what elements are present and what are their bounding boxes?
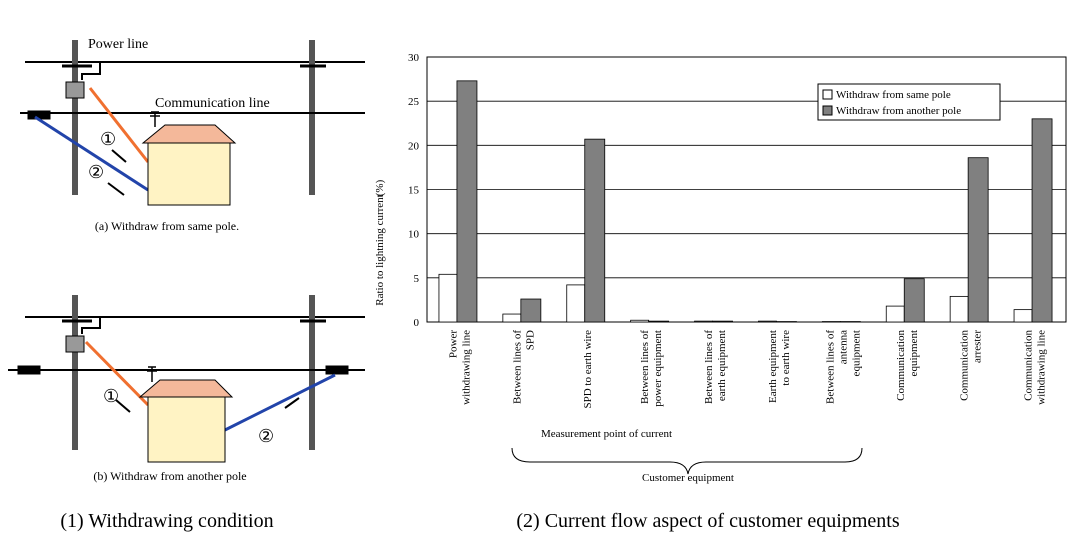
legend-swatch [823,106,832,115]
x-tick-label: Between lines of [511,330,523,404]
x-tick-label: Communication [895,330,907,401]
x-tick-label: withdrawing line [460,330,472,405]
diagram-a [20,40,365,205]
x-tick-label: earth equipment [716,330,728,401]
bar [904,279,924,322]
bar [886,306,904,322]
bar [631,320,649,322]
bar [567,285,585,322]
marker: ① [103,386,119,406]
bar [1032,119,1052,322]
x-tick-label: Power [447,330,459,358]
legend-swatch [823,90,832,99]
x-tick-label: to earth wire [780,330,792,386]
bar [950,296,968,322]
legend-label: Withdraw from another pole [836,105,961,117]
caption: (a) Withdraw from same pole. [95,219,239,233]
x-tick-label: power equipment [652,330,664,407]
x-tick-label: withdrawing line [1036,330,1048,405]
y-tick-label: 30 [408,52,420,64]
bar [521,299,541,322]
x-tick-label: Earth equipment [767,330,779,403]
bar [758,321,776,322]
x-tick-label: SPD to earth wire [582,330,594,409]
y-axis-title: Ratio to lightning current [374,194,386,306]
x-tick-label: equipment [908,330,920,376]
x-tick-label: equipment [850,330,862,376]
y-axis-unit: (%) [374,179,386,196]
x-tick-label: Communication [959,330,971,401]
x-tick-label: Between lines of [703,330,715,404]
label: Communication line [155,96,270,111]
marker: ① [100,129,116,149]
group-label: Customer equipment [642,472,734,484]
x-axis-title: Measurement point of current [541,428,672,440]
bar [503,314,521,322]
bar [968,158,988,322]
marker: ② [88,162,104,182]
diagram-b [8,295,365,462]
y-tick-label: 0 [414,317,420,329]
bar [585,139,605,322]
figure-caption: (1) Withdrawing condition [60,510,273,532]
x-tick-label: Communication [1023,330,1035,401]
y-tick-label: 25 [408,96,420,108]
bar [457,81,477,322]
bar [649,321,669,322]
x-tick-label: SPD [524,330,536,350]
y-tick-label: 15 [408,185,420,197]
y-tick-label: 20 [408,140,420,152]
bar [1014,310,1032,322]
y-tick-label: 10 [408,229,420,241]
marker: ② [258,426,274,446]
x-tick-label: antenna [837,330,849,364]
x-tick-label: Between lines of [824,330,836,404]
group-brace [512,448,862,474]
bar [695,321,713,322]
x-tick-label: arrester [972,330,984,363]
y-tick-label: 5 [414,273,420,285]
x-tick-label: Between lines of [639,330,651,404]
bar [439,274,457,322]
figure-caption: (2) Current flow aspect of customer equi… [516,510,899,532]
bar [713,321,733,322]
caption: (b) Withdraw from another pole [93,469,246,483]
legend-label: Withdraw from same pole [836,89,951,101]
label: Power line [88,37,148,52]
